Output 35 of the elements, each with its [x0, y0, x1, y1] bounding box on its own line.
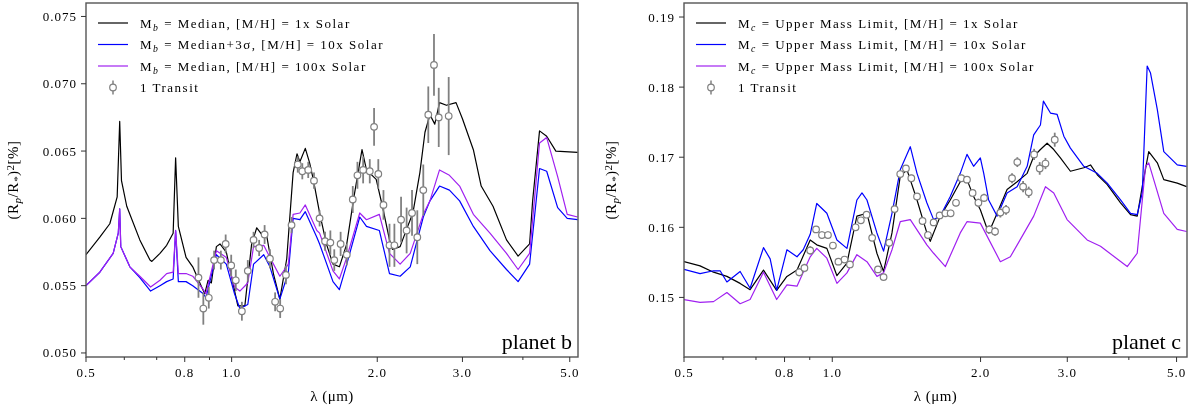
- y-tick-label: 0.050: [42, 345, 77, 361]
- x-tick-label: 1.0: [822, 365, 842, 380]
- legend-label: M$_{b}$ = Median+3σ, [M/H] = 10x Solar: [140, 37, 385, 54]
- y-tick-label: 0.15: [648, 289, 675, 305]
- legend-label: 1 Transit: [738, 80, 798, 95]
- y-tick-label: 0.060: [42, 210, 77, 226]
- x-tick-label: 3.0: [452, 365, 473, 380]
- x-tick-label: 2.0: [970, 365, 991, 380]
- x-axis-title: λ (μm): [913, 388, 958, 405]
- legend-label: M$_{c}$ = Upper Mass Limit, [M/H] = 100x Solar: [738, 58, 1035, 75]
- y-tick-label: 0.065: [42, 143, 77, 159]
- annotation: planet b: [501, 329, 572, 354]
- legend-label: M$_{b}$ = Median, [M/H] = 1x Solar: [140, 15, 351, 32]
- x-tick-label: 0.8: [175, 365, 195, 380]
- y-tick-label: 0.070: [42, 76, 77, 92]
- x-tick-label: 5.0: [560, 365, 580, 380]
- legend-label: M$_{b}$ = Median, [M/H] = 100x Solar: [140, 58, 367, 75]
- legend-label: 1 Transit: [140, 80, 200, 95]
- x-tick-label: 0.8: [774, 365, 795, 380]
- x-tick-label: 3.0: [1057, 365, 1077, 380]
- y-tick-label: 0.19: [648, 9, 675, 25]
- y-tick-label: 0.055: [42, 278, 77, 294]
- legend-label: M$_{c}$ = Upper Mass Limit, [M/H] = 1x Solar: [738, 15, 1019, 32]
- y-tick-label: 0.16: [648, 219, 675, 235]
- x-tick-label: 0.5: [674, 365, 694, 380]
- y-tick-label: 0.17: [648, 149, 675, 165]
- annotation: planet c: [1111, 329, 1182, 354]
- x-tick-label: 1.0: [222, 365, 242, 380]
- y-tick-label: 0.075: [42, 8, 77, 24]
- legend-label: M$_{c}$ = Upper Mass Limit, [M/H] = 10x Solar: [738, 37, 1027, 54]
- x-tick-label: 5.0: [1166, 365, 1187, 380]
- x-tick-label: 0.5: [76, 365, 96, 380]
- y-tick-label: 0.18: [648, 79, 675, 95]
- x-tick-label: 2.0: [367, 365, 387, 380]
- x-axis-title: λ (μm): [310, 388, 354, 405]
